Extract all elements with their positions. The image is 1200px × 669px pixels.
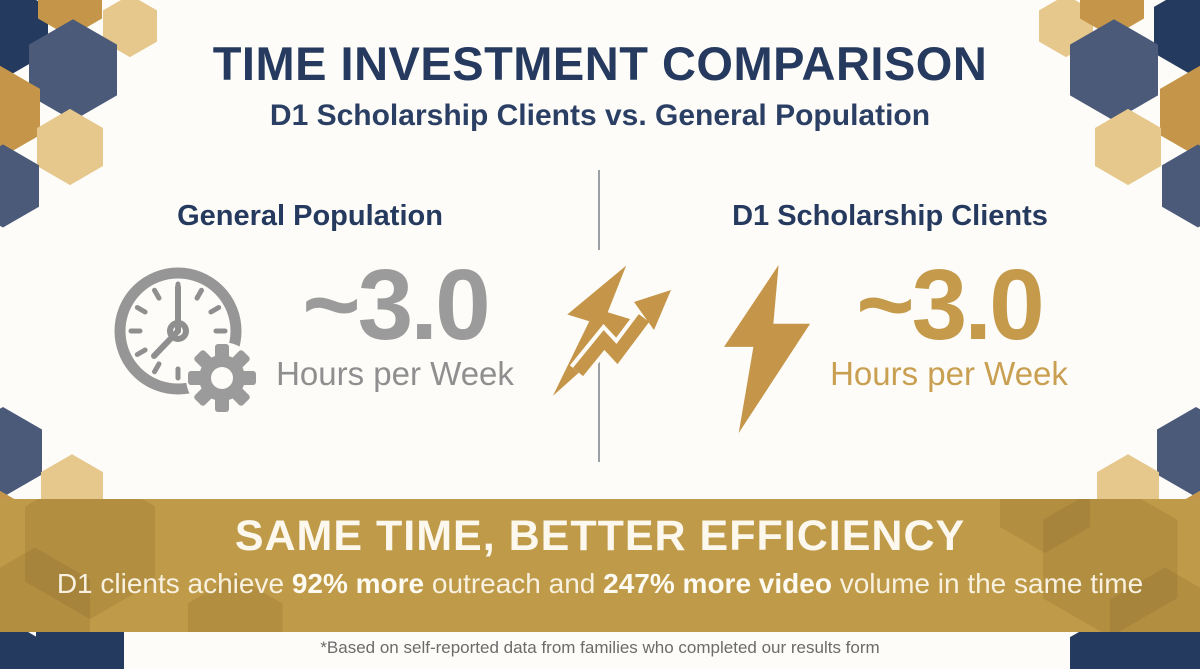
footnote: *Based on self-reported data from famili… (320, 638, 880, 657)
general-population-value: ~3.0 (302, 249, 490, 361)
page-title: TIME INVESTMENT COMPARISON (212, 37, 988, 90)
d1-clients-heading: D1 Scholarship Clients (732, 200, 1048, 232)
divider-line (598, 170, 600, 250)
general-population-heading: General Population (177, 200, 443, 232)
banner-subtext: D1 clients achieve 92% more outreach and… (56, 568, 1144, 599)
general-population-panel: General Population (80, 200, 540, 419)
d1-clients-unit: Hours per Week (830, 355, 1068, 392)
banner-hexagon-silhouette (1042, 499, 1178, 632)
hexagon-decoration (0, 144, 39, 228)
banner-title: SAME TIME, BETTER EFFICIENCY (234, 512, 966, 560)
page-subtitle: D1 Scholarship Clients vs. General Popul… (269, 99, 931, 132)
gear (186, 342, 259, 414)
video-stat: 247% more video (603, 568, 832, 599)
general-population-unit: Hours per Week (276, 355, 514, 392)
lightning-bolt-icon (712, 265, 820, 433)
outreach-stat: 92% more (291, 568, 425, 599)
hexagon-decoration (0, 406, 42, 498)
hexagon-decoration (1157, 406, 1200, 498)
d1-clients-value: ~3.0 (856, 249, 1044, 361)
efficiency-banner: SAME TIME, BETTER EFFICIENCY D1 clients … (0, 499, 1200, 632)
bolt-trend-arrow-icon (548, 250, 673, 422)
hexagon-decoration (1162, 144, 1200, 228)
clock-gear-icon (106, 259, 266, 419)
divider-line (598, 360, 600, 462)
d1-clients-panel: D1 Scholarship Clients ~3.0 Hours per We… (660, 200, 1120, 433)
